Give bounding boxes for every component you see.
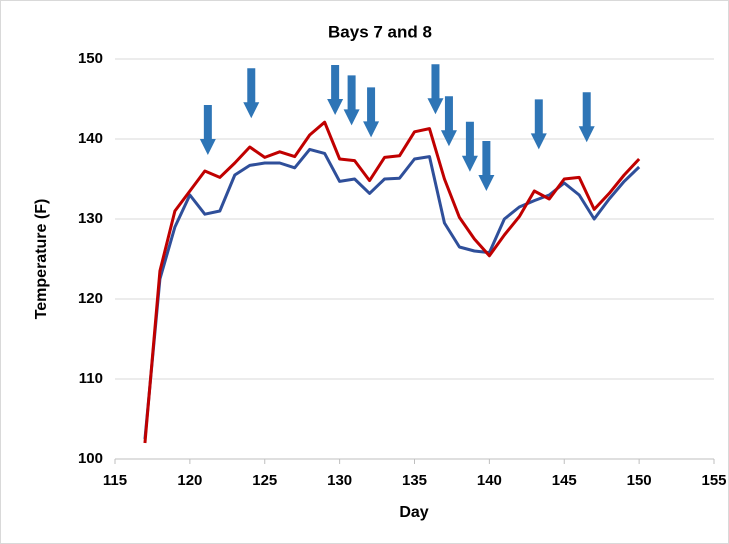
arrow <box>461 121 478 172</box>
arrow <box>530 99 547 150</box>
arrow <box>363 87 380 138</box>
x-tick-label: 120 <box>177 472 202 489</box>
y-axis-label: Temperature (F) <box>33 199 50 320</box>
x-tick-label: 145 <box>552 472 577 489</box>
x-tick-label: 150 <box>627 472 652 489</box>
arrow <box>427 64 444 115</box>
x-tick-label: 140 <box>477 472 502 489</box>
arrow <box>327 65 344 115</box>
plot-area <box>143 120 641 444</box>
x-tick-label: 125 <box>252 472 277 489</box>
arrow <box>578 92 595 143</box>
chart-title: Bays 7 and 8 <box>328 22 432 41</box>
x-tick-label: 115 <box>103 472 127 489</box>
y-tick-label: 130 <box>78 210 103 227</box>
x-tick-label: 130 <box>327 472 352 489</box>
arrow <box>440 96 457 147</box>
x-tick-label: 155 <box>701 472 726 489</box>
arrow <box>243 68 260 119</box>
y-tick-label: 140 <box>78 130 103 147</box>
x-axis-label: Day <box>399 504 428 521</box>
x-tick-label: 135 <box>402 472 427 489</box>
arrow <box>343 75 360 126</box>
series-line <box>143 120 641 444</box>
y-tick-label: 100 <box>78 450 103 467</box>
y-tick-label: 110 <box>79 370 103 387</box>
arrow <box>478 141 495 191</box>
y-tick-label: 120 <box>78 290 103 307</box>
y-tick-label: 150 <box>78 50 103 67</box>
arrow <box>199 105 216 155</box>
